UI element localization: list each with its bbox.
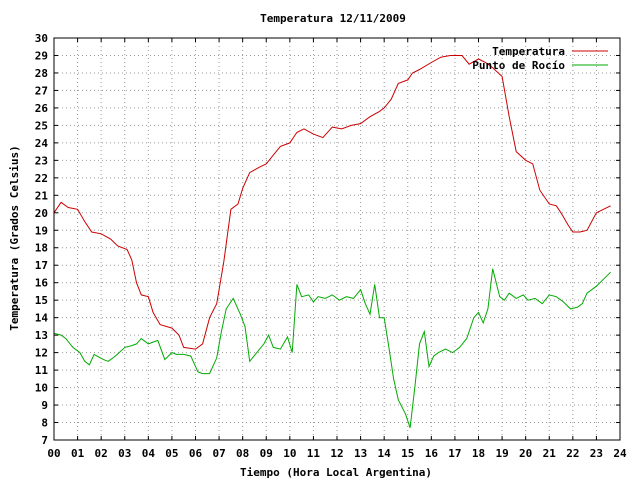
- y-tick-label: 14: [35, 312, 49, 325]
- y-tick-label: 25: [35, 119, 48, 132]
- x-tick-label: 19: [495, 447, 508, 460]
- plot-frame: [53, 37, 621, 441]
- y-tick-label: 17: [35, 259, 48, 272]
- series-line-1: [53, 268, 611, 428]
- y-tick-label: 27: [35, 84, 48, 97]
- x-tick-label: 15: [401, 447, 414, 460]
- y-tick-label: 28: [35, 67, 48, 80]
- y-tick-label: 23: [35, 154, 48, 167]
- legend-label-1: Punto de Rocío: [472, 59, 565, 72]
- y-tick-label: 26: [35, 102, 49, 115]
- x-tick-label: 00: [47, 447, 60, 460]
- y-tick-label: 30: [35, 32, 48, 45]
- y-tick-label: 8: [41, 417, 48, 430]
- y-tick-label: 13: [35, 329, 48, 342]
- x-tick-label: 18: [472, 447, 485, 460]
- y-tick-label: 24: [35, 137, 49, 150]
- y-tick-label: 22: [35, 172, 48, 185]
- legend-label-0: Temperatura: [492, 45, 565, 58]
- x-tick-label: 02: [95, 447, 108, 460]
- chart-title: Temperatura 12/11/2009: [260, 12, 406, 25]
- x-tick-label: 03: [118, 447, 131, 460]
- x-tick-label: 09: [260, 447, 273, 460]
- x-tick-label: 22: [566, 447, 579, 460]
- series-line-0: [53, 55, 611, 350]
- y-tick-label: 9: [41, 399, 48, 412]
- y-tick-label: 12: [35, 347, 48, 360]
- y-tick-label: 10: [35, 382, 48, 395]
- y-tick-label: 21: [35, 189, 49, 202]
- x-tick-label: 20: [519, 447, 532, 460]
- series-lines: [53, 55, 611, 428]
- axis-ticks: 7 8 9 10 11 12 13 14 15 16 17 18 19 20 21 22 23 24 25 26 27 2…: [35, 32, 627, 460]
- y-axis-label: Temperatura (Grados Celsius): [8, 145, 21, 330]
- x-tick-label: 04: [142, 447, 156, 460]
- x-tick-label: 01: [71, 447, 85, 460]
- x-tick-label: 10: [283, 447, 296, 460]
- x-tick-label: 14: [378, 447, 392, 460]
- x-tick-label: 17: [448, 447, 461, 460]
- x-tick-label: 06: [189, 447, 203, 460]
- grid-lines: [54, 38, 620, 440]
- x-tick-label: 07: [212, 447, 225, 460]
- x-tick-label: 08: [236, 447, 249, 460]
- x-tick-label: 11: [307, 447, 321, 460]
- y-tick-label: 15: [35, 294, 48, 307]
- x-tick-label: 05: [165, 447, 178, 460]
- y-tick-label: 19: [35, 224, 48, 237]
- y-tick-label: 7: [41, 434, 48, 447]
- x-tick-label: 12: [330, 447, 343, 460]
- x-tick-label: 24: [613, 447, 627, 460]
- y-tick-label: 11: [35, 364, 49, 377]
- x-tick-label: 16: [425, 447, 439, 460]
- y-tick-label: 29: [35, 49, 48, 62]
- x-tick-label: 13: [354, 447, 367, 460]
- y-tick-label: 18: [35, 242, 48, 255]
- x-tick-label: 23: [590, 447, 603, 460]
- y-tick-label: 20: [35, 207, 48, 220]
- x-tick-label: 21: [543, 447, 557, 460]
- y-tick-label: 16: [35, 277, 49, 290]
- x-axis-label: Tiempo (Hora Local Argentina): [240, 466, 432, 479]
